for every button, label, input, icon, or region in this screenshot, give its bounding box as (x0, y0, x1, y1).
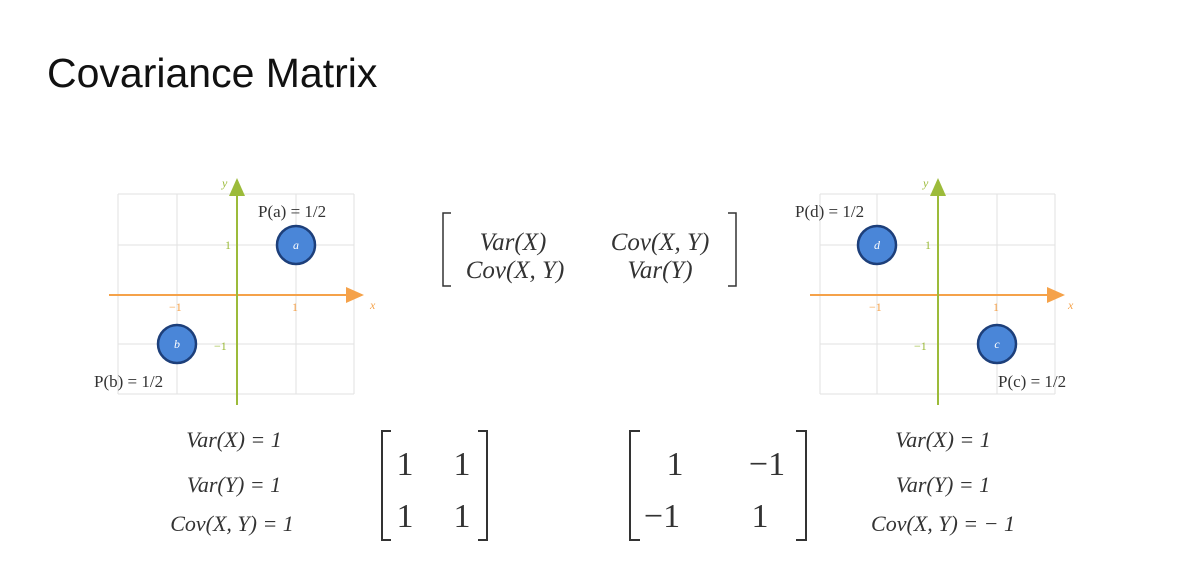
var-x: Var(X) = 1 (895, 427, 991, 452)
tick-x-pos: 1 (292, 300, 298, 314)
matrix-entry: 1 (454, 498, 471, 535)
point-b (156, 323, 198, 365)
prob-c: P(c) = 1/2 (998, 372, 1066, 391)
point-a-label: a (293, 238, 299, 252)
point-d (856, 224, 898, 266)
slide-title: Covariance Matrix (47, 50, 378, 96)
matrix-entry: Var(Y) (627, 257, 692, 284)
y-axis-label: y (221, 176, 228, 190)
matrix-entry: 1 (454, 446, 471, 483)
prob-d: P(d) = 1/2 (795, 202, 864, 221)
tick-y-neg: −1 (914, 339, 927, 353)
x-axis-label: x (369, 298, 376, 312)
tick-y-pos: 1 (925, 238, 931, 252)
y-axis-label: y (922, 176, 929, 190)
left-matrix: 1 1 1 1 (381, 430, 488, 541)
point-c (976, 323, 1018, 365)
right-plot: x y −1 1 1 −1 d c P(d) = 1/2 P(c) = 1/2 (795, 176, 1074, 405)
var-x: Var(X) = 1 (186, 427, 282, 452)
right-matrix: 1 −1 −1 1 (629, 430, 807, 541)
var-y: Var(Y) = 1 (187, 472, 281, 497)
general-covariance-matrix: Var(X) Cov(X, Y) Cov(X, Y) Var(Y) (442, 212, 737, 287)
matrix-entry: Cov(X, Y) (611, 229, 710, 256)
matrix-entry: Var(X) (480, 229, 547, 256)
tick-y-neg: −1 (214, 339, 227, 353)
matrix-entry: 1 (752, 498, 769, 535)
point-c-label: c (994, 337, 1000, 351)
left-plot: x y −1 1 1 −1 a b P(a) = 1/2 P(b) = 1/2 (94, 176, 376, 405)
matrix-entry: 1 (667, 446, 684, 483)
matrix-entry: 1 (397, 498, 414, 535)
cov-xy: Cov(X, Y) = 1 (170, 511, 294, 536)
matrix-entry: Cov(X, Y) (466, 257, 565, 284)
tick-x-pos: 1 (993, 300, 999, 314)
tick-x-neg: −1 (869, 300, 882, 314)
matrix-entry: −1 (749, 446, 785, 483)
left-stats: Var(X) = 1 Var(Y) = 1 Cov(X, Y) = 1 (170, 427, 294, 536)
point-a (275, 224, 317, 266)
prob-a: P(a) = 1/2 (258, 202, 326, 221)
matrix-entry: 1 (397, 446, 414, 483)
point-d-label: d (874, 238, 881, 252)
x-axis-label: x (1067, 298, 1074, 312)
var-y: Var(Y) = 1 (896, 472, 990, 497)
tick-x-neg: −1 (169, 300, 182, 314)
matrix-entry: −1 (644, 498, 680, 535)
right-stats: Var(X) = 1 Var(Y) = 1 Cov(X, Y) = − 1 (871, 427, 1015, 536)
point-b-label: b (174, 337, 180, 351)
tick-y-pos: 1 (225, 238, 231, 252)
cov-xy: Cov(X, Y) = − 1 (871, 511, 1015, 536)
prob-b: P(b) = 1/2 (94, 372, 163, 391)
